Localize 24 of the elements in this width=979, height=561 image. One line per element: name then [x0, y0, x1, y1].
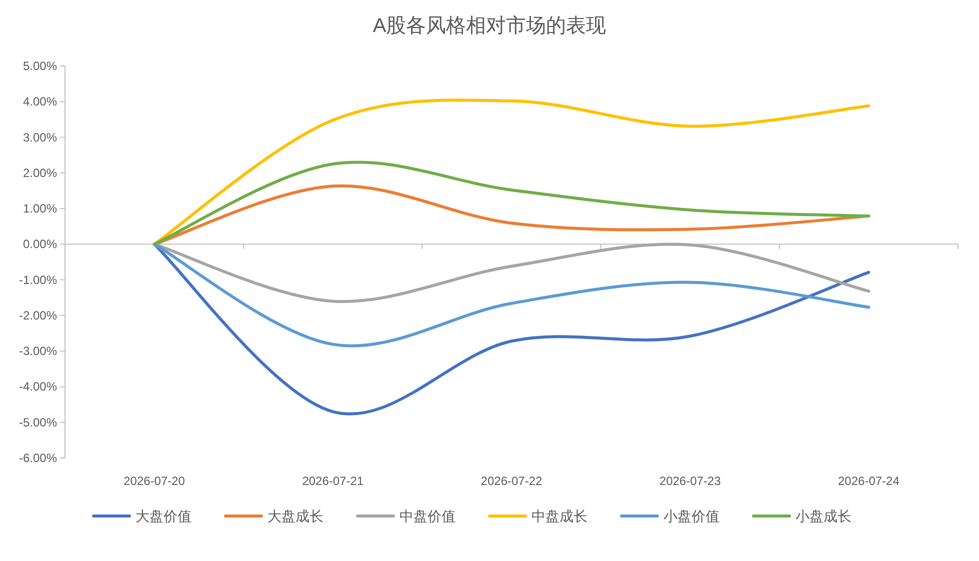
x-tick-label: 2026-07-21	[302, 474, 364, 488]
legend-label: 大盘价值	[136, 508, 192, 524]
legend-label: 小盘价值	[664, 508, 720, 524]
y-tick-label: -4.00%	[18, 380, 58, 394]
y-tick-label: 4.00%	[22, 94, 58, 109]
x-tick-label: 2026-07-20	[124, 474, 186, 488]
y-tick-label: -6.00%	[18, 451, 58, 465]
x-tick-label: 2026-07-23	[659, 474, 722, 488]
legend-label: 小盘成长	[796, 508, 852, 524]
y-tick-label: -3.00%	[18, 344, 58, 358]
x-tick-label: 2026-07-24	[838, 474, 900, 488]
y-tick-label: 5.00%	[22, 59, 58, 73]
legend-label: 中盘成长	[532, 508, 588, 524]
y-tick-label: 0.00%	[22, 237, 58, 252]
y-tick-label: -1.00%	[18, 272, 58, 287]
x-tick-label: 2026-07-22	[480, 474, 543, 488]
y-tick-label: 1.00%	[22, 202, 58, 216]
legend-label: 大盘成长	[268, 508, 324, 524]
legend-label: 中盘价值	[400, 508, 456, 524]
y-tick-label: -2.00%	[18, 308, 58, 322]
y-tick-label: 2.00%	[22, 166, 58, 180]
title: A股各风格相对市场的表现	[372, 15, 606, 37]
y-tick-label: 3.00%	[22, 130, 58, 144]
y-tick-label: -5.00%	[18, 415, 58, 430]
